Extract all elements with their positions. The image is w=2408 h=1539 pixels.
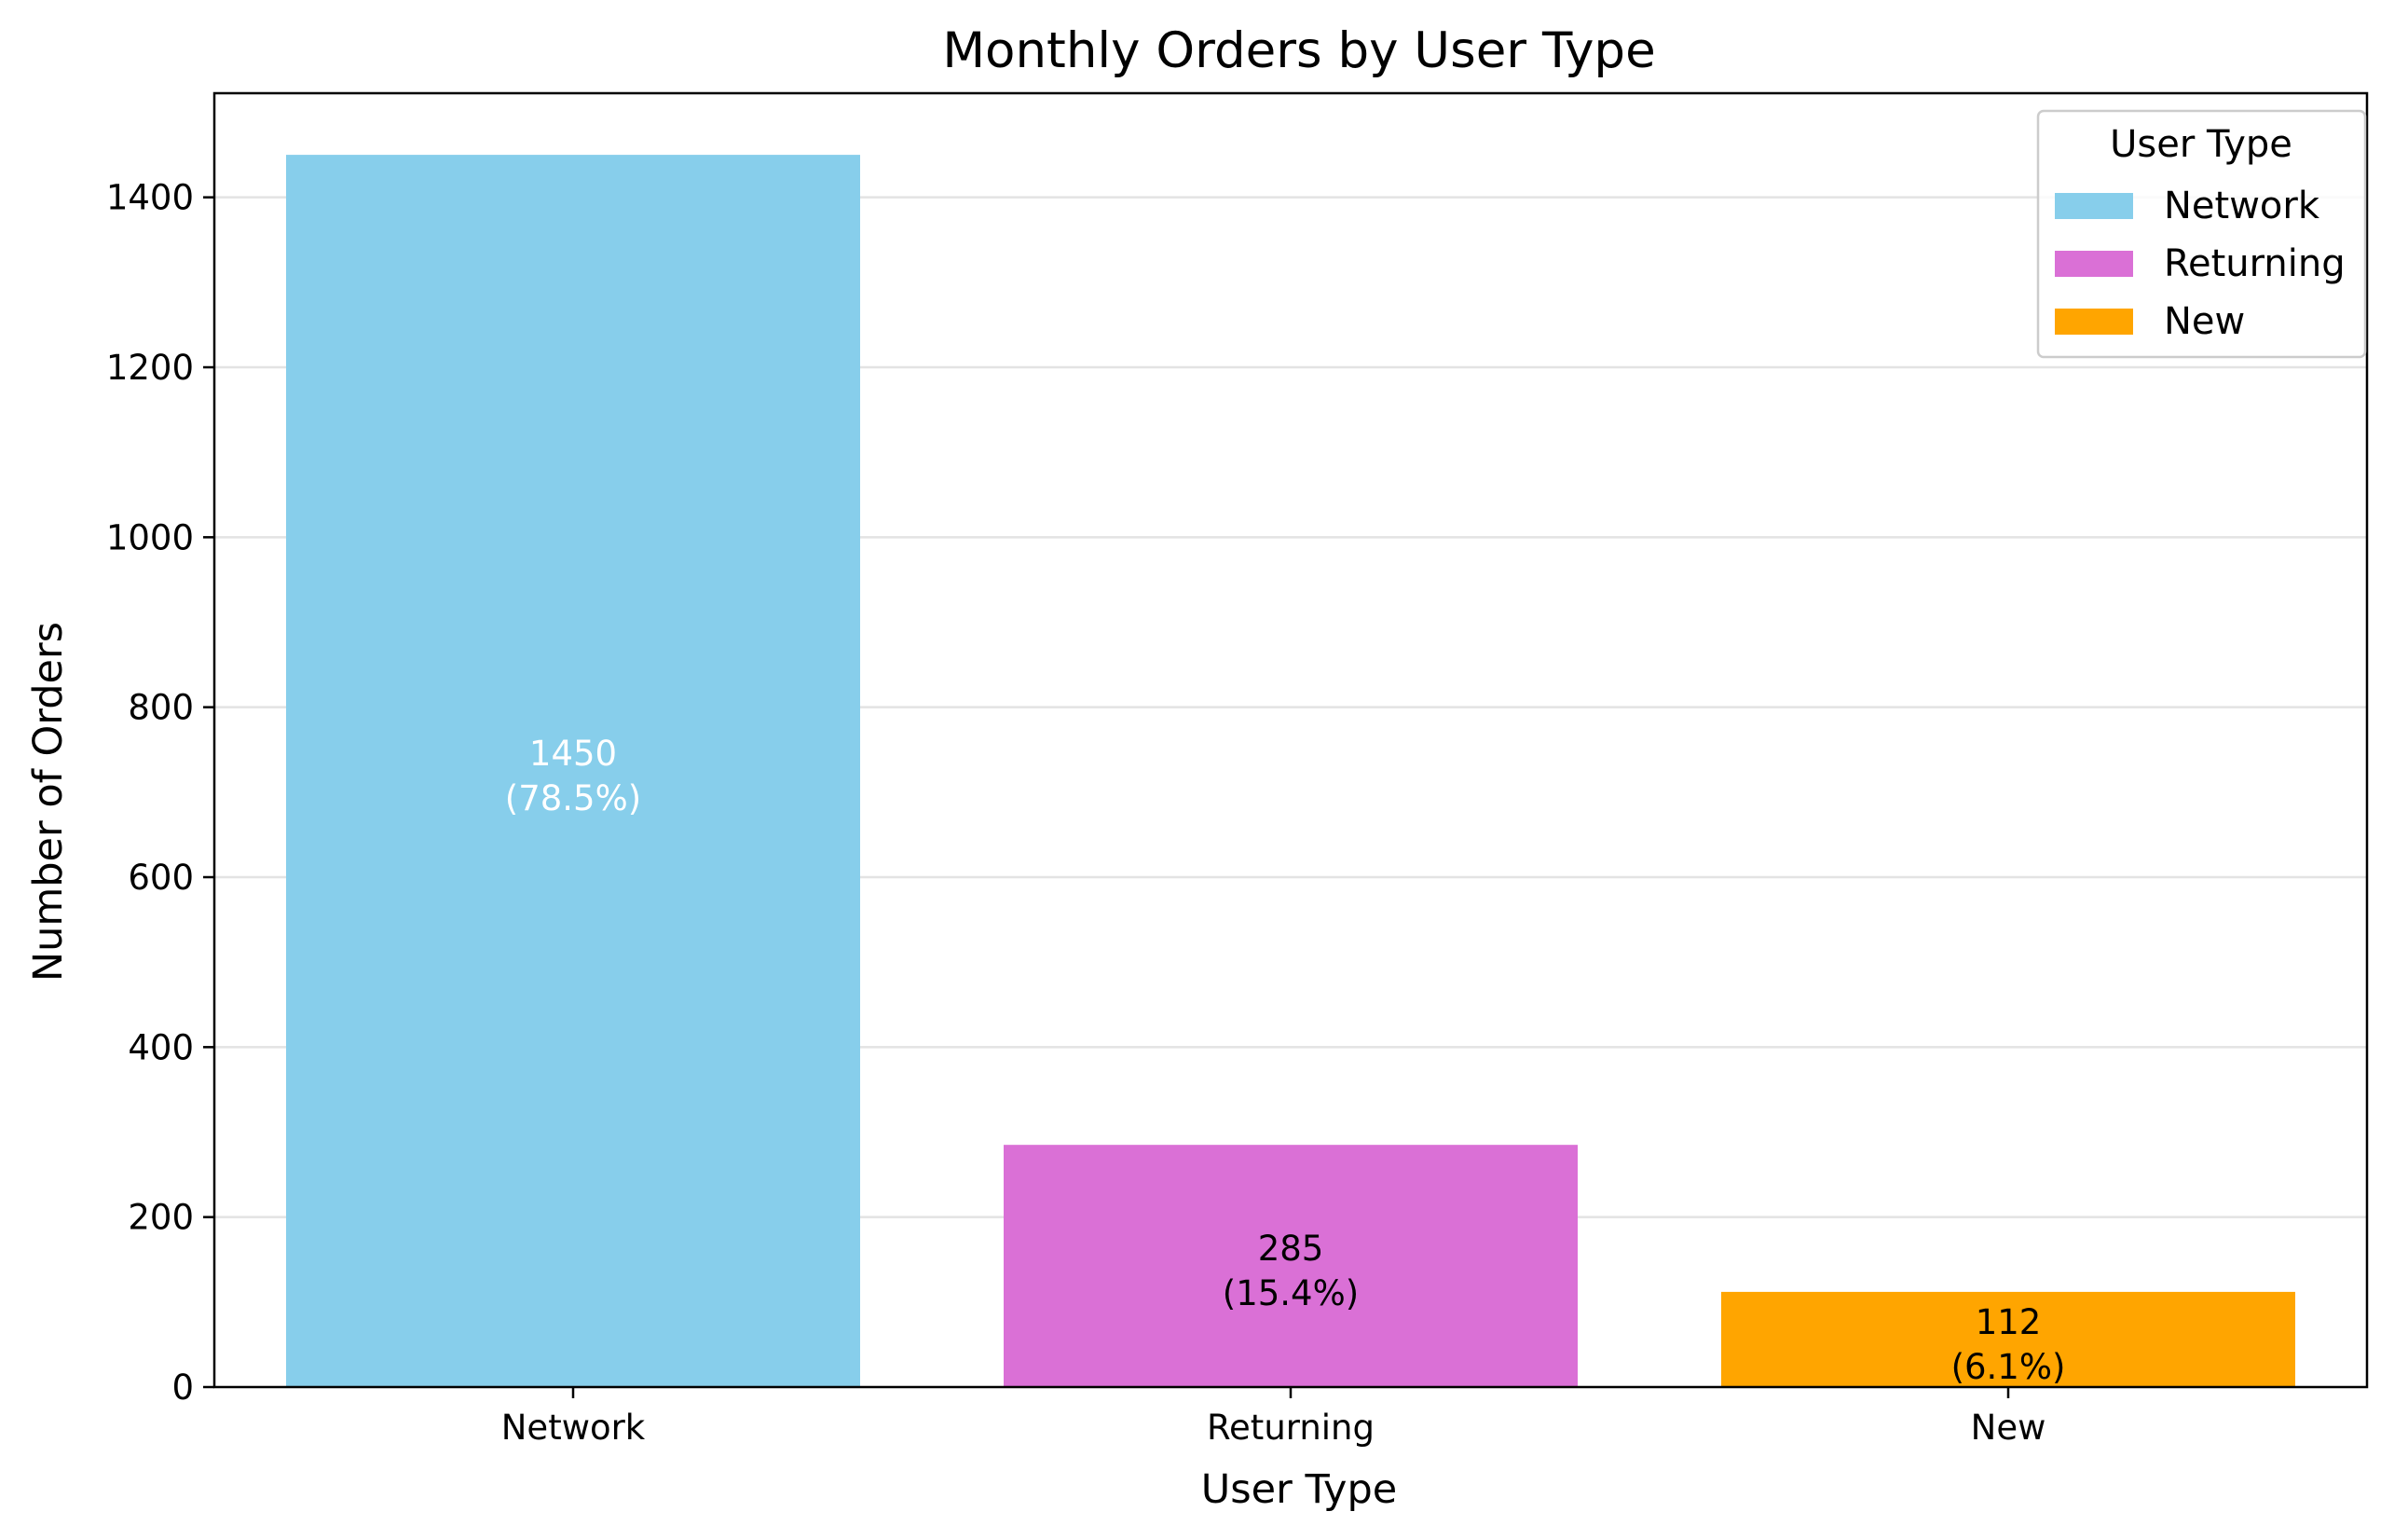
bar-returning bbox=[1004, 1145, 1578, 1387]
x-axis-label: User Type bbox=[1201, 1466, 1397, 1513]
bar-percent-label: (78.5%) bbox=[505, 778, 641, 818]
legend-swatch-network bbox=[2055, 193, 2133, 219]
bar-percent-label: (15.4%) bbox=[1223, 1273, 1359, 1313]
bar-value-label: 112 bbox=[1976, 1302, 2042, 1342]
bar-labels: 1450(78.5%) 285(15.4%) 112 (6.1%) bbox=[505, 734, 2066, 1387]
y-tick-label: 400 bbox=[128, 1027, 194, 1067]
x-tick-label: Returning bbox=[1207, 1408, 1375, 1448]
y-axis-ticks: 0 200 400 600 800 1000 1200 1400 bbox=[106, 178, 214, 1408]
bars bbox=[286, 155, 2295, 1388]
x-axis-ticks: Network Returning New bbox=[501, 1387, 2046, 1448]
bar-percent-label: (6.1%) bbox=[1951, 1347, 2066, 1387]
y-tick-label: 0 bbox=[171, 1367, 194, 1408]
y-axis-label: Number of Orders bbox=[25, 622, 72, 982]
y-tick-label: 200 bbox=[128, 1198, 194, 1238]
legend-swatch-new bbox=[2055, 309, 2133, 335]
x-tick-label: Network bbox=[501, 1408, 646, 1448]
legend-label-new: New bbox=[2164, 300, 2245, 343]
y-tick-label: 1400 bbox=[106, 178, 194, 218]
chart-title: Monthly Orders by User Type bbox=[942, 22, 1655, 79]
legend-entries: Network Returning New bbox=[2055, 185, 2346, 343]
bar-value-label: 285 bbox=[1258, 1229, 1324, 1269]
bar-value-label: 1450 bbox=[529, 734, 617, 774]
y-tick-label: 600 bbox=[128, 858, 194, 898]
legend-title: User Type bbox=[2110, 123, 2292, 166]
y-tick-label: 1200 bbox=[106, 348, 194, 388]
y-tick-label: 1000 bbox=[106, 517, 194, 557]
legend-swatch-returning bbox=[2055, 251, 2133, 277]
y-tick-label: 800 bbox=[128, 688, 194, 728]
legend-box bbox=[2036, 109, 2367, 359]
legend-label-returning: Returning bbox=[2164, 242, 2346, 285]
legend: User Type Network Returning New bbox=[2036, 109, 2367, 359]
x-tick-label: New bbox=[1971, 1408, 2046, 1448]
bar-network bbox=[286, 155, 860, 1388]
bar-new bbox=[1721, 1291, 2295, 1387]
legend-label-network: Network bbox=[2164, 185, 2320, 227]
